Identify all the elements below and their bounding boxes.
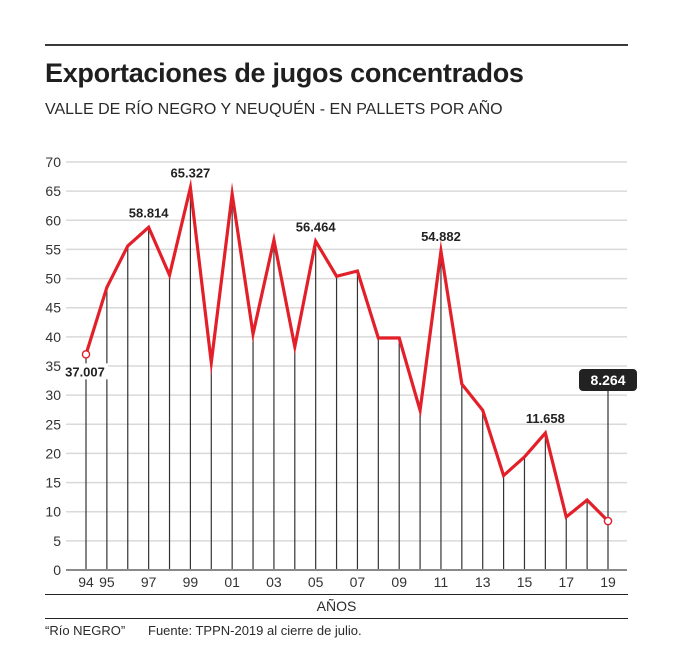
y-tick-label-25: 25 <box>45 416 61 432</box>
x-tick-label-19: 19 <box>600 574 616 590</box>
x-tick-label-09: 09 <box>391 574 407 590</box>
y-tick-label-65: 65 <box>45 183 61 199</box>
y-tick-label-50: 50 <box>45 271 61 287</box>
x-tick-label-17: 17 <box>558 574 574 590</box>
chart-subtitle: VALLE DE RÍO NEGRO Y NEUQUÉN - EN PALLET… <box>45 101 503 118</box>
x-axis-ticks: 94 95 97 99 01 03 05 07 09 11 13 15 17 19 <box>78 574 616 590</box>
data-label-bg-94 <box>62 363 108 380</box>
data-labels: 37.007 58.814 65.327 56.464 54.882 11.658 8.26… <box>62 166 637 426</box>
chart-title: Exportaciones de jugos concentrados <box>45 58 524 88</box>
footer-rule <box>45 618 628 619</box>
x-tick-label-07: 07 <box>350 574 366 590</box>
source-text: Fuente: TPPN-2019 al cierre de julio. <box>148 623 362 638</box>
y-tick-label-15: 15 <box>45 475 61 491</box>
data-label-19: 8.264 <box>590 372 625 388</box>
point-markers <box>81 350 613 526</box>
data-label-16: 11.658 <box>526 411 565 426</box>
y-tick-label-10: 10 <box>45 504 61 520</box>
data-label-05: 56.464 <box>296 219 337 234</box>
data-label-94: 37.007 <box>65 364 105 379</box>
y-tick-label-40: 40 <box>45 329 61 345</box>
credit-text: “Río NEGRO” <box>45 623 126 638</box>
x-tick-label-11: 11 <box>434 574 449 590</box>
y-tick-label-70: 70 <box>45 154 61 170</box>
x-axis-title: AÑOS <box>316 598 357 614</box>
x-tick-label-95: 95 <box>99 574 115 590</box>
x-tick-label-01: 01 <box>224 574 240 590</box>
axis-rule <box>45 594 628 595</box>
y-axis-ticks: 0 5 10 15 20 25 30 35 40 45 50 55 60 65 70 <box>45 154 61 578</box>
y-tick-label-5: 5 <box>53 533 61 549</box>
point-marker-94 <box>81 350 91 359</box>
x-tick-label-05: 05 <box>308 574 324 590</box>
y-tick-label-35: 35 <box>45 358 61 374</box>
stem-lines <box>85 187 609 570</box>
x-tick-label-15: 15 <box>517 574 533 590</box>
y-tick-label-55: 55 <box>45 241 61 257</box>
x-tick-label-99: 99 <box>183 574 199 590</box>
y-tick-label-45: 45 <box>45 300 61 316</box>
data-badge-19 <box>579 369 637 391</box>
data-label-11: 54.882 <box>421 229 461 244</box>
y-tick-label-20: 20 <box>45 445 61 461</box>
point-marker-19 <box>603 516 613 526</box>
x-tick-label-97: 97 <box>141 574 157 590</box>
top-rule <box>45 44 628 46</box>
y-tick-label-60: 60 <box>45 212 61 228</box>
data-label-97: 58.814 <box>129 205 170 220</box>
series-line <box>84 178 610 523</box>
gridlines <box>66 161 627 542</box>
y-tick-label-30: 30 <box>45 387 61 403</box>
y-tick-label-0: 0 <box>53 562 61 578</box>
x-tick-label-94: 94 <box>78 574 94 590</box>
x-tick-label-03: 03 <box>266 574 282 590</box>
x-tick-label-13: 13 <box>475 574 491 590</box>
data-label-99: 65.327 <box>171 166 211 181</box>
